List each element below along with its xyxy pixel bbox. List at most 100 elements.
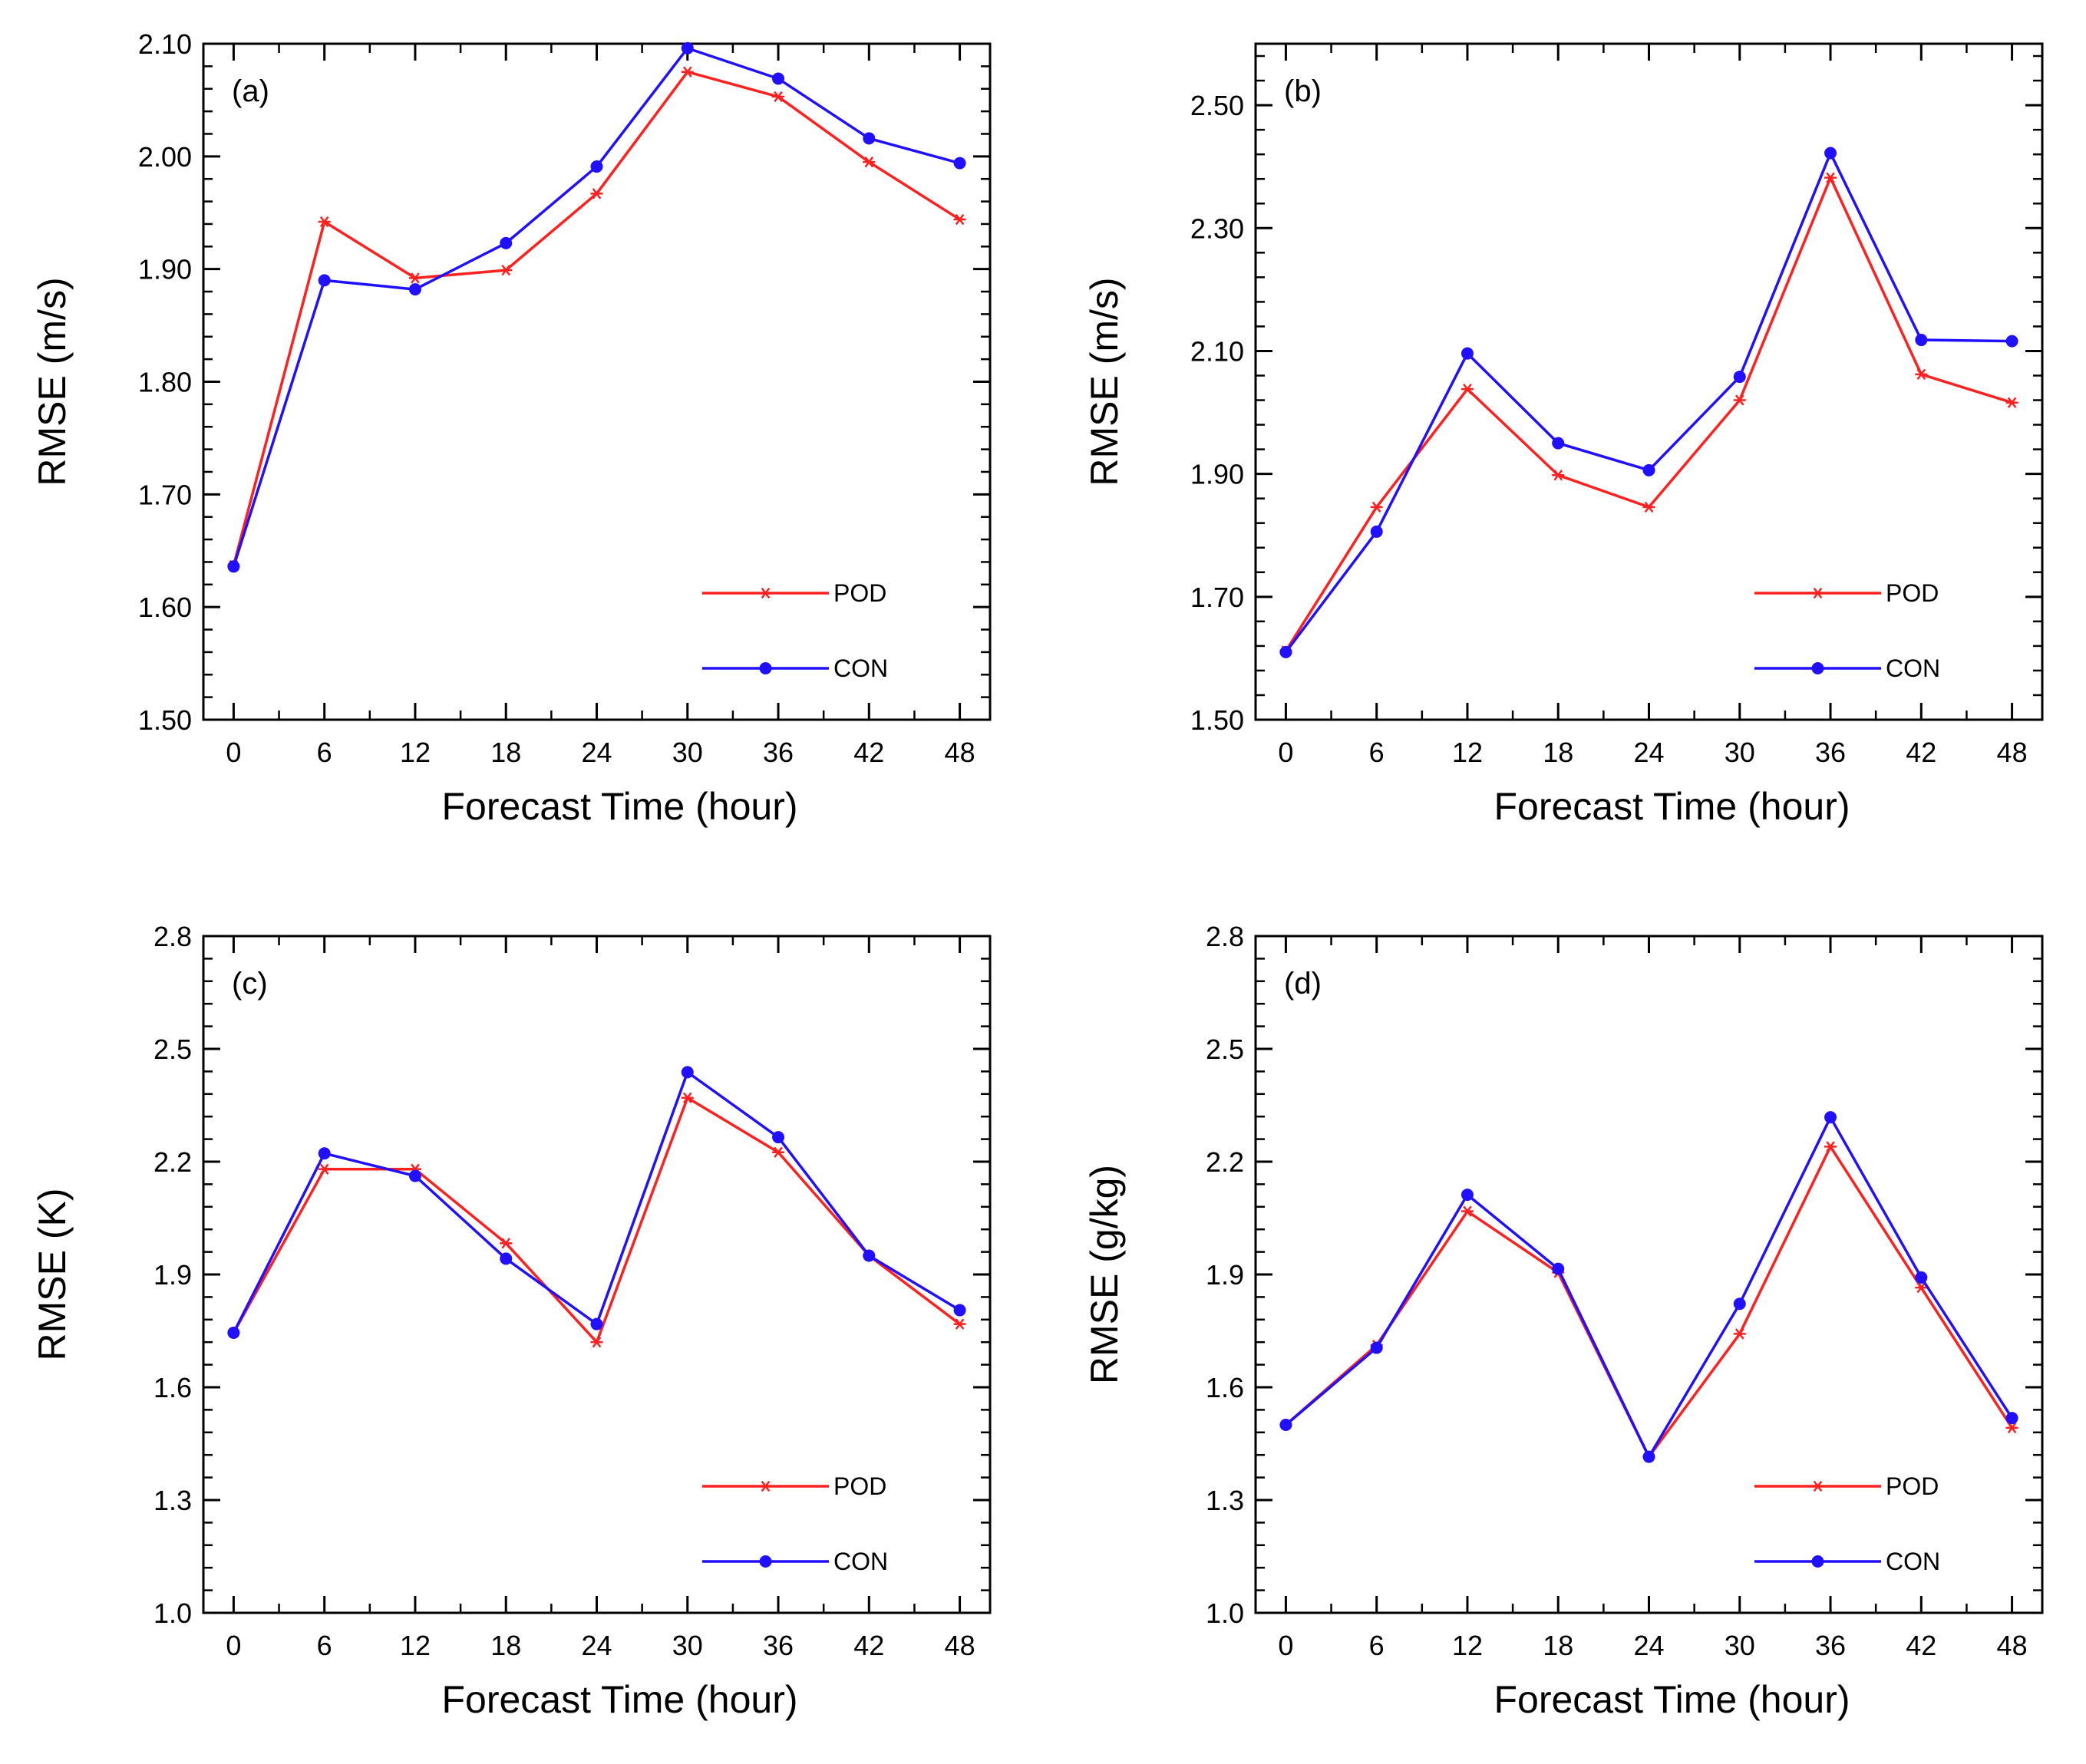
series-line-con bbox=[1285, 1116, 2014, 1459]
legend-item-pod: POD bbox=[1754, 579, 1939, 607]
data-point-con bbox=[1642, 1450, 1655, 1463]
data-point-con bbox=[681, 1066, 694, 1079]
marker-stroke bbox=[2007, 1422, 2017, 1434]
data-point-pod bbox=[1461, 1205, 1474, 1217]
series-pod bbox=[227, 66, 966, 571]
marker-stroke bbox=[1813, 587, 1823, 599]
x-axis-label: Forecast Time (hour) bbox=[441, 1678, 797, 1721]
marker-stroke bbox=[682, 1092, 692, 1103]
plot-frame bbox=[1254, 42, 2044, 721]
data-point-con bbox=[408, 283, 421, 296]
x-tick-label: 48 bbox=[1997, 737, 2028, 768]
x-tick-label: 18 bbox=[1543, 737, 1573, 768]
marker-stroke bbox=[1463, 383, 1472, 395]
data-point-pod bbox=[1824, 172, 1837, 183]
x-tick-label: 24 bbox=[581, 1630, 612, 1661]
data-point-pod bbox=[863, 157, 876, 168]
x-tick-label: 42 bbox=[1906, 737, 1936, 768]
data-point-con bbox=[1279, 645, 1292, 658]
data-point-pod bbox=[953, 213, 966, 226]
marker-stroke bbox=[1916, 368, 1926, 381]
y-tick-label: 2.2 bbox=[153, 1146, 192, 1178]
marker-stroke bbox=[1371, 501, 1381, 513]
data-point-con bbox=[1461, 347, 1474, 360]
y-tick-label: 2.10 bbox=[138, 28, 192, 60]
data-point-con bbox=[772, 1131, 785, 1144]
x-tick-label: 42 bbox=[853, 1630, 884, 1661]
x-axis-label: Forecast Time (hour) bbox=[1494, 1678, 1850, 1721]
plot-frame bbox=[202, 42, 992, 721]
chart-panel-2: 0 6 12 18 24 30 36 42 48 1.50 1.70 1.90 2.10 2.30 2.50… bbox=[1083, 42, 2044, 828]
data-point-con bbox=[1461, 1189, 1474, 1202]
data-point-pod bbox=[408, 272, 421, 284]
data-point-pod bbox=[1824, 1141, 1837, 1152]
data-point-con bbox=[590, 160, 603, 173]
y-tick-label: 1.0 bbox=[1206, 1597, 1244, 1629]
y-tick-label: 2.2 bbox=[1206, 1146, 1244, 1178]
legend-marker bbox=[759, 587, 772, 599]
data-point-pod bbox=[953, 1318, 966, 1330]
data-point-con bbox=[1552, 437, 1565, 450]
marker-stroke bbox=[761, 587, 771, 599]
legend-marker bbox=[759, 662, 772, 674]
y-tick-label: 2.00 bbox=[138, 141, 192, 173]
series-line-con bbox=[1285, 151, 2012, 653]
marker-stroke bbox=[592, 1337, 602, 1348]
x-tick-label: 36 bbox=[1815, 737, 1846, 768]
x-tick-label: 12 bbox=[400, 1630, 431, 1661]
legend: POD CON bbox=[702, 579, 888, 682]
data-point-con bbox=[1370, 525, 1383, 538]
data-point-con bbox=[1733, 371, 1746, 384]
data-point-pod bbox=[772, 91, 785, 103]
y-tick-label: 1.90 bbox=[138, 254, 192, 285]
y-axis-label: RMSE (m/s) bbox=[31, 277, 74, 486]
marker-stroke bbox=[774, 91, 783, 103]
chart-panel-1: 0 6 12 18 24 30 36 42 48 1.50 1.60 1.70 1.80 1.90 2.00… bbox=[31, 28, 992, 828]
marker-stroke bbox=[955, 213, 965, 226]
data-point-con bbox=[2005, 335, 2018, 348]
marker-stroke bbox=[864, 157, 874, 168]
x-tick-label: 36 bbox=[1815, 1630, 1846, 1661]
legend-label: CON bbox=[1886, 1548, 1940, 1575]
data-point-pod bbox=[318, 216, 331, 228]
y-tick-label: 1.0 bbox=[153, 1597, 192, 1629]
legend-label: POD bbox=[833, 1472, 886, 1500]
data-point-con bbox=[1824, 147, 1837, 160]
series-con bbox=[1279, 147, 2018, 658]
y-tick-label: 2.30 bbox=[1190, 213, 1244, 244]
y-tick-label: 1.6 bbox=[1206, 1372, 1244, 1403]
legend: POD CON bbox=[1754, 579, 1940, 682]
data-point-con bbox=[1824, 1111, 1837, 1124]
legend-item-con: CON bbox=[702, 654, 888, 682]
data-point-con bbox=[681, 41, 694, 54]
marker-stroke bbox=[319, 216, 329, 228]
x-axis-label: Forecast Time (hour) bbox=[1494, 785, 1850, 828]
legend-label: POD bbox=[833, 579, 886, 607]
marker-stroke bbox=[1644, 501, 1654, 513]
y-tick-label: 1.3 bbox=[1206, 1485, 1244, 1516]
data-point-pod bbox=[1915, 368, 1928, 381]
x-tick-label: 24 bbox=[581, 737, 612, 768]
data-point-pod bbox=[1642, 501, 1655, 513]
data-point-con bbox=[590, 1317, 603, 1330]
x-tick-label: 24 bbox=[1633, 737, 1664, 768]
y-tick-label: 1.6 bbox=[153, 1372, 192, 1403]
y-axis-label: RMSE (K) bbox=[31, 1189, 74, 1361]
legend-label: POD bbox=[1886, 579, 1939, 607]
y-tick-label: 2.8 bbox=[1206, 921, 1244, 952]
x-tick-label: 24 bbox=[1633, 1630, 1664, 1661]
marker-stroke bbox=[761, 1480, 771, 1492]
data-point-con bbox=[953, 1304, 966, 1317]
legend-marker bbox=[1811, 1480, 1824, 1492]
data-point-pod bbox=[681, 66, 694, 77]
marker-stroke bbox=[1463, 1205, 1472, 1217]
data-point-pod bbox=[500, 264, 513, 276]
data-point-pod bbox=[1733, 1328, 1746, 1340]
panel-label: (a) bbox=[232, 74, 269, 108]
y-tick-label: 1.9 bbox=[1206, 1259, 1244, 1291]
data-point-con bbox=[1915, 1271, 1928, 1284]
legend-label: CON bbox=[1886, 654, 1940, 682]
marker-stroke bbox=[411, 272, 420, 284]
marker-stroke bbox=[592, 188, 602, 199]
legend-item-pod: POD bbox=[1754, 1472, 1939, 1500]
